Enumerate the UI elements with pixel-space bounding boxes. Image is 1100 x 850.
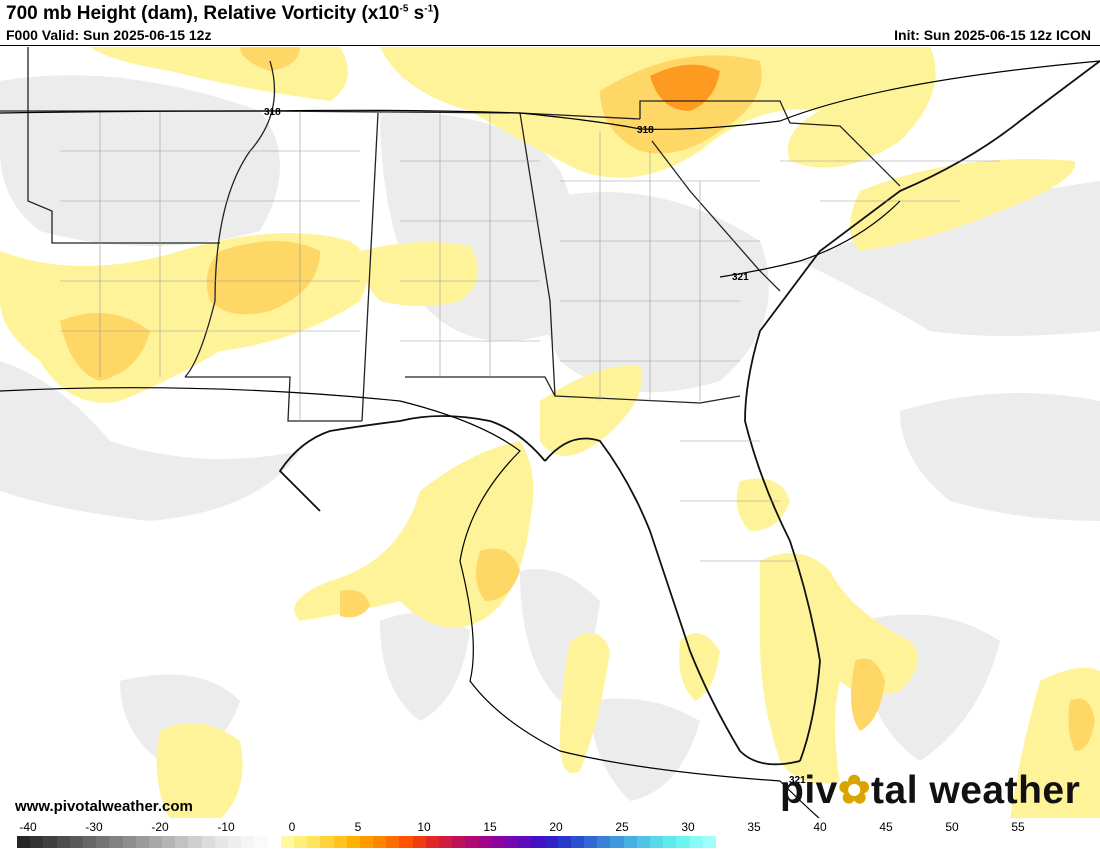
colorbar-tick-label: 10 [417,820,431,834]
colorbar-swatch [359,836,374,848]
colorbar-swatch [518,836,532,848]
colorbar-tick-label: 55 [1011,820,1025,834]
chart-title: 700 mb Height (dam), Relative Vorticity … [6,3,440,24]
colorbar-tick-label: 40 [813,820,827,834]
colorbar-swatch [188,836,202,848]
colorbar-swatch [254,836,268,848]
colorbar-swatch [491,836,505,848]
colorbar-swatch [570,836,585,848]
vorticity-orange-shading [650,64,720,111]
colorbar-swatch [373,836,387,848]
colorbar-swatch [650,836,664,848]
init-time: Init: Sun 2025-06-15 12z ICON [894,27,1091,43]
colorbar-swatch [201,836,215,848]
colorbar-swatch [82,836,97,848]
colorbar-swatch [452,836,466,848]
colorbar-swatch [412,836,426,848]
brand-logo: piv✿tal weather [780,769,1081,812]
colorbar-swatch [597,836,611,848]
colorbar-swatch [30,836,44,848]
colorbar-swatch [386,836,400,848]
colorbar-swatch [557,836,571,848]
colorbar-swatch [623,836,637,848]
colorbar-swatch [676,836,690,848]
colorbar-tick-label: 5 [354,820,362,834]
weather-map: 318 318 321 321 [0,45,1100,820]
colorbar-swatch [214,836,228,848]
colorbar-swatch [425,836,439,848]
colorbar-tick-label: 15 [483,820,497,834]
colorbar-swatch [663,836,677,848]
colorbar-swatch [228,836,242,848]
colorbar-swatch [478,836,492,848]
colorbar-tick-label: -40 [19,820,37,834]
colorbar-swatch [333,836,347,848]
colorbar-swatch [320,836,334,848]
colorbar-swatch [56,836,70,848]
colorbar-tick-label: 25 [615,820,629,834]
coastline [278,60,1100,766]
colorbar-swatch [531,836,545,848]
colorbar-swatch [148,836,163,848]
height-contours [0,60,1100,820]
colorbar-swatch [17,836,31,848]
colorbar-swatch [584,836,598,848]
colorbar-swatch [439,836,453,848]
colorbar-swatch [241,836,255,848]
valid-time: F000 Valid: Sun 2025-06-15 12z [6,27,212,43]
colorbar-swatch [43,836,57,848]
colorbar-swatch [122,836,136,848]
map-svg: 318 318 321 321 [0,47,1100,820]
colorbar-swatch [96,836,110,848]
colorbar-swatch [280,836,294,848]
colorbar-tick-label: 35 [747,820,761,834]
colorbar-swatch [109,836,123,848]
colorbar-swatch [346,836,360,848]
colorbar-swatch [504,836,519,848]
state-boundaries [0,47,901,422]
colorbar-swatch [69,836,83,848]
colorbar-swatch [162,836,176,848]
colorbar-swatch [544,836,558,848]
colorbar-swatch [267,836,281,848]
colorbar-swatch [175,836,189,848]
colorbar-tick-label: 30 [681,820,695,834]
colorbar-swatch [293,836,308,848]
website-label: www.pivotalweather.com [15,798,193,815]
colorbar-swatch [689,836,703,848]
colorbar-swatch [610,836,624,848]
colorbar-swatch [702,836,716,848]
contour-label: 321 [732,272,749,283]
colorbar-swatch [465,836,479,848]
colorbar-swatches [17,836,716,848]
colorbar-tick-label: -20 [151,820,169,834]
colorbar-tick-label: -10 [217,820,235,834]
county-lines [60,111,1000,562]
colorbar-tick-label: 45 [879,820,893,834]
colorbar-tick-label: 20 [549,820,563,834]
colorbar-swatch [399,836,413,848]
contour-label: 318 [264,107,281,118]
contour-label: 321 [789,775,806,786]
gear-icon: ✿ [837,769,872,812]
colorbar-swatch [135,836,149,848]
colorbar-tick-label: -30 [85,820,103,834]
colorbar-tick-label: 50 [945,820,959,834]
colorbar-swatch [636,836,650,848]
colorbar-tick-label: 0 [288,820,296,834]
contour-label: 318 [637,125,654,136]
colorbar-swatch [307,836,321,848]
